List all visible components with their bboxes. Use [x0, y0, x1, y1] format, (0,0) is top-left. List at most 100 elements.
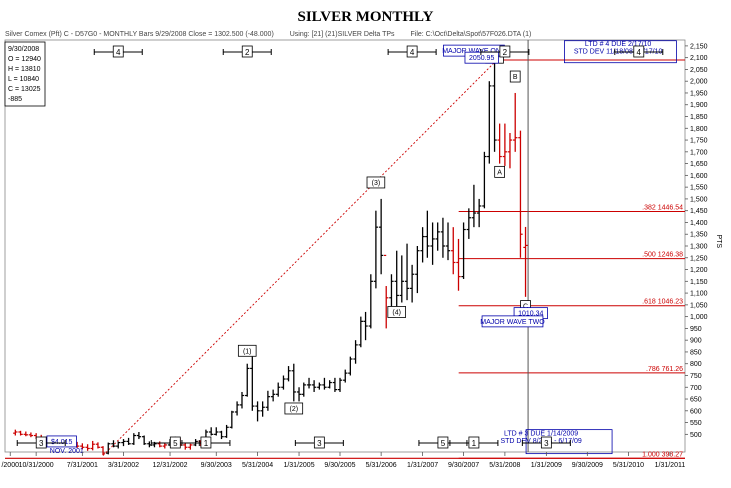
wave-label: (1) — [243, 348, 252, 355]
cycle-marker-number: 5 — [173, 439, 178, 448]
annotation-label: LTD # 4 DUE 2/17/10 — [585, 41, 652, 48]
y-tick-label: 1,400 — [690, 220, 708, 227]
y-tick-label: 800 — [690, 361, 702, 368]
cycle-marker-number: 2 — [503, 48, 508, 57]
y-tick-label: 600 — [690, 408, 702, 415]
y-tick-label: 2,000 — [690, 79, 708, 86]
y-tick-label: 650 — [690, 397, 702, 404]
y-tick-label: 1,900 — [690, 102, 708, 109]
x-tick-label: 9/30/2003 — [201, 462, 232, 469]
y-tick-label: 1,100 — [690, 291, 708, 298]
annotation-label: 1010.34 — [518, 311, 543, 318]
wave-label: A — [497, 169, 502, 176]
y-tick-label: 700 — [690, 385, 702, 392]
wave-label-box — [494, 165, 505, 178]
ohlc-info-line: O = 12940 — [8, 56, 41, 63]
y-tick-label: 1,250 — [690, 255, 708, 262]
cycle-marker-box — [241, 45, 253, 58]
wave-label-box — [366, 176, 386, 189]
y-tick-label: 1,150 — [690, 279, 708, 286]
x-tick-label: 5/31/2010 — [613, 462, 644, 469]
x-tick-label: 10/31/2000 — [19, 462, 54, 469]
chart-header-info: Silver Comex (Pft) C - D57G0 - MONTHLY B… — [5, 31, 545, 38]
cycle-marker-number: 5 — [441, 439, 446, 448]
ltd4-box — [564, 40, 677, 64]
wave-label-box — [284, 402, 304, 415]
cycle-marker-box — [313, 436, 325, 449]
ohlc-info-line: -885 — [8, 96, 22, 103]
wave-label: C — [523, 304, 528, 311]
ohlc-info-line: C = 13025 — [8, 86, 41, 93]
cycle-marker-number: 2 — [245, 48, 250, 57]
x-tick-label: 5/31/2004 — [242, 462, 273, 469]
cycle-marker-number: 4 — [410, 48, 415, 57]
x-tick-label: 1/31/2009 — [531, 462, 562, 469]
y-tick-label: 1,600 — [690, 173, 708, 180]
ohlc-info-box — [4, 41, 46, 107]
x-tick-label: 1/31/2007 — [407, 462, 438, 469]
cycle-marker-box — [437, 436, 449, 449]
y-tick-label: 1,800 — [690, 126, 708, 133]
header-file: File: C:\Oct\Delta\Spot\57F026.DTA (1) — [410, 31, 532, 38]
wave-label: B — [513, 74, 518, 81]
y-tick-label: 550 — [690, 420, 702, 427]
x-tick-label: 5/31/2008 — [489, 462, 520, 469]
retracement-label: .382 1446.54 — [642, 205, 683, 212]
x-tick-label: 7/31/2001 — [67, 462, 98, 469]
annotation-label: MAJOR WAVE TWO — [480, 319, 545, 326]
cycle-marker-box — [200, 436, 212, 449]
header-symbol: Silver Comex (Pft) C - D57G0 - MONTHLY B… — [5, 31, 274, 38]
cycle-marker-box — [169, 436, 181, 449]
ohlc-info-line: H = 13810 — [8, 66, 41, 73]
y-tick-label: 2,100 — [690, 55, 708, 62]
cycle-marker-number: 3 — [39, 439, 44, 448]
retracement-label: .618 1046.23 — [642, 299, 683, 306]
retracement-label: .500 1246.38 — [642, 252, 683, 259]
y-tick-label: 2,050 — [690, 67, 708, 74]
annotation-label: MAJOR WAVE ONE — [442, 48, 506, 55]
header-using: Using: [21] (21)SILVER Delta TPs — [289, 31, 395, 38]
y-tick-label: 1,850 — [690, 114, 708, 121]
chart-title: SILVER MONTHLY — [297, 9, 434, 25]
cycle-marker-box — [112, 45, 124, 58]
y-tick-label: 1,750 — [690, 138, 708, 145]
annotation-label: LTD # 3 DUE 1/14/2009 — [504, 431, 578, 438]
y-tick-label: 1,550 — [690, 185, 708, 192]
ohlc-info-line: L = 10840 — [8, 76, 39, 83]
annotation-label: $4.015 — [51, 439, 73, 446]
y-tick-label: 1,450 — [690, 208, 708, 215]
x-tick-label: /2000 — [1, 462, 19, 469]
y-tick-label: 1,650 — [690, 161, 708, 168]
y-tick-label: 950 — [690, 326, 702, 333]
y-tick-label: 850 — [690, 349, 702, 356]
retracement-label: .786 761.26 — [646, 366, 683, 373]
y-tick-label: 1,500 — [690, 196, 708, 203]
cycle-marker-box — [468, 436, 480, 449]
wave-label: (3) — [372, 180, 381, 187]
cycle-marker-number: 3 — [544, 439, 549, 448]
cycle-marker-number: 1 — [204, 439, 209, 448]
ltd3-box — [525, 429, 613, 455]
y-tick-label: 750 — [690, 373, 702, 380]
x-tick-label: 3/31/2002 — [108, 462, 139, 469]
wave-label-box — [387, 306, 406, 318]
x-tick-label: 1/31/2005 — [283, 462, 314, 469]
y-axis-label: PTS — [715, 234, 722, 248]
y-tick-label: 1,950 — [690, 90, 708, 97]
y-tick-label: 1,300 — [690, 244, 708, 251]
annotation-label-box — [46, 435, 77, 448]
cycle-marker-number: 3 — [317, 439, 322, 448]
cycle-marker-box — [35, 436, 47, 449]
cycle-marker-box — [406, 45, 418, 58]
retracement-label: 1.000 398.27 — [642, 451, 683, 458]
cycle-marker-box — [633, 45, 645, 58]
x-tick-label: 1/31/2011 — [655, 462, 686, 469]
cycle-marker-number: 4 — [116, 48, 121, 57]
annotation-label: 2050.95 — [469, 55, 494, 62]
cycle-marker-number: 4 — [637, 48, 642, 57]
wave-label: (4) — [392, 309, 401, 316]
cycle-marker-box — [540, 436, 552, 449]
y-tick-label: 1,050 — [690, 302, 708, 309]
y-tick-label: 2,150 — [690, 43, 708, 50]
